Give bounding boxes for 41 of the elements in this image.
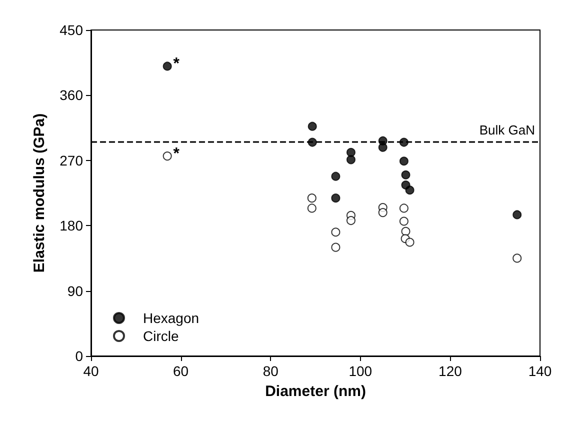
x-tick-label: 140 — [528, 363, 552, 379]
point — [399, 204, 408, 213]
point — [307, 194, 316, 203]
y-tick-label: 450 — [60, 22, 84, 38]
point — [346, 216, 356, 226]
point — [399, 156, 408, 166]
annotation: * — [173, 56, 180, 73]
point — [346, 155, 356, 164]
annotation: * — [173, 146, 180, 163]
point — [331, 228, 340, 237]
point — [331, 172, 340, 181]
x-tick-label: 120 — [438, 363, 462, 379]
ref-line-label: Bulk GaN — [479, 122, 535, 138]
legend-label: Hexagon — [143, 310, 200, 326]
x-tick-label: 40 — [83, 363, 99, 379]
x-tick-label: 80 — [262, 363, 279, 379]
point — [378, 208, 388, 218]
y-tick-label: 0 — [75, 348, 84, 364]
y-tick-label: 270 — [60, 152, 84, 168]
legend-label: Circle — [143, 328, 179, 344]
point — [307, 204, 316, 213]
point — [401, 170, 410, 180]
point — [331, 242, 340, 252]
point — [512, 210, 522, 220]
point — [308, 122, 317, 131]
point — [331, 194, 340, 203]
point — [405, 186, 414, 195]
x-tick-label: 100 — [348, 363, 372, 379]
point — [346, 148, 356, 157]
point — [378, 142, 388, 152]
y-tick-label: 90 — [67, 282, 84, 299]
x-tick-label: 60 — [173, 363, 189, 379]
y-axis-title: Elastic modulus (GPa) — [31, 113, 48, 273]
point — [162, 62, 172, 71]
y-tick-label: 180 — [60, 218, 84, 234]
point — [405, 238, 414, 247]
point — [512, 254, 522, 263]
y-tick-label: 360 — [60, 87, 84, 104]
point — [399, 216, 408, 226]
x-axis-title: Diameter (nm) — [265, 383, 366, 400]
point — [162, 152, 172, 161]
